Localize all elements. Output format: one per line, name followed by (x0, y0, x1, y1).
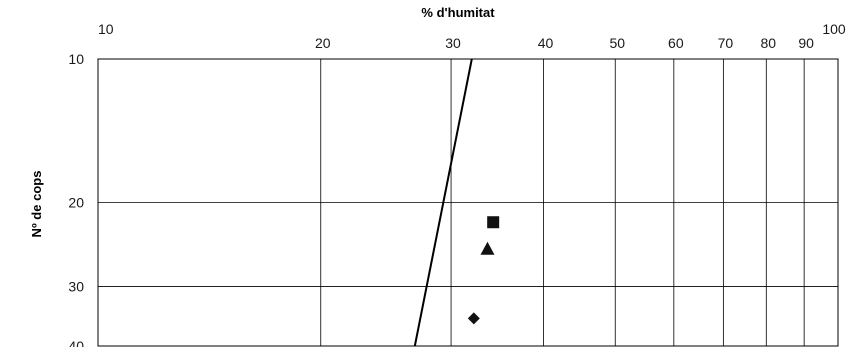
x-tick-label: 10 (98, 21, 114, 37)
x-tick-label: 40 (538, 35, 554, 51)
triangle-point (480, 241, 495, 255)
y-tick-labels: 10 20 30 40 (68, 51, 84, 347)
x-axis-title: % d'humitat (421, 5, 495, 20)
x-tick-label: 100 (822, 21, 846, 37)
y-tick-label: 20 (68, 195, 84, 211)
x-tick-label: 60 (668, 35, 684, 51)
x-tick-label: 80 (760, 35, 776, 51)
plot-frame (97, 58, 839, 347)
diamond-point (467, 312, 480, 325)
x-tick-label: 20 (315, 35, 331, 51)
y-tick-label: 10 (68, 51, 84, 67)
y-tick-label: 30 (68, 278, 84, 294)
x-tick-label: 30 (445, 35, 461, 51)
data-points (467, 216, 500, 325)
x-tick-label: 90 (798, 35, 814, 51)
grid-lines (98, 59, 838, 346)
x-tick-label: 50 (609, 35, 625, 51)
y-tick-label: 40 (68, 338, 84, 347)
square-point (487, 216, 500, 229)
x-tick-labels: 10 20 30 40 50 60 70 80 90 100 (98, 21, 846, 51)
x-tick-label: 70 (718, 35, 734, 51)
y-axis-title: Nº de cops (29, 171, 44, 238)
fit-line (413, 58, 473, 347)
